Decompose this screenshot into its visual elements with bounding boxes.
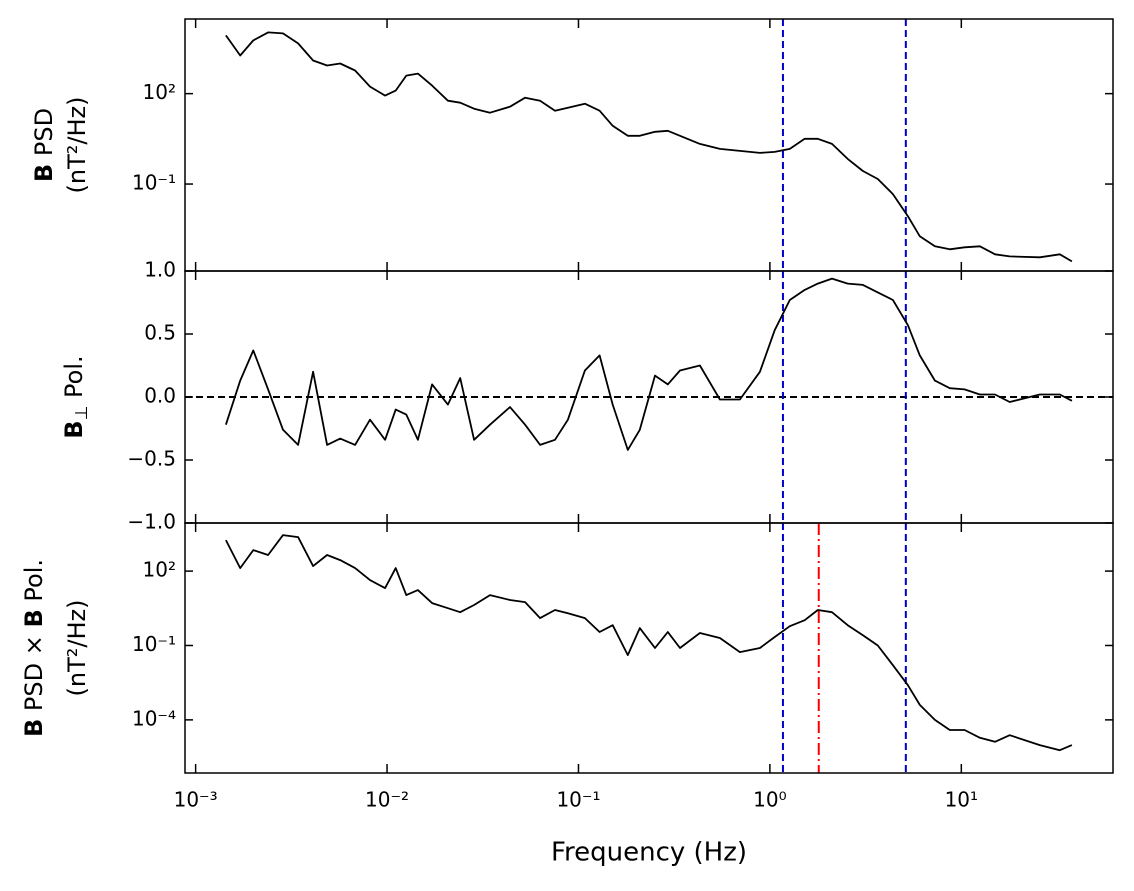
y-tick-label: −1.0 — [127, 510, 176, 534]
x-tick-label: 10⁻¹ — [556, 788, 600, 812]
x-axis-label: Frequency (Hz) — [551, 838, 747, 868]
x-tick-label: 10¹ — [945, 788, 978, 812]
y-tick-label: 10² — [143, 80, 176, 104]
y-axis-label: B PSD × B Pol. — [20, 559, 48, 737]
y-axis-label: B PSD — [30, 108, 58, 182]
y-axis-label: (nT²/Hz) — [63, 599, 91, 696]
x-tick-label: 10⁻² — [365, 788, 409, 812]
data-line — [225, 277, 1073, 451]
y-tick-label: 1.0 — [144, 258, 176, 282]
x-tick-label: 10⁰ — [753, 788, 786, 812]
data-line — [225, 31, 1073, 263]
y-axis-label: B⊥ Pol. — [60, 355, 92, 438]
y-axis-label: (nT²/Hz) — [63, 96, 91, 193]
data-line — [225, 534, 1073, 752]
y-tick-label: 10⁻¹ — [132, 171, 176, 195]
y-tick-label: 10⁻⁴ — [132, 706, 176, 730]
y-tick-label: 0.0 — [144, 384, 176, 408]
y-tick-label: 10² — [143, 558, 176, 582]
y-tick-label: 10⁻¹ — [132, 632, 176, 656]
y-tick-label: 0.5 — [144, 321, 176, 345]
axes-frame — [184, 18, 1114, 272]
axes-frame — [184, 522, 1114, 774]
y-tick-label: −0.5 — [127, 447, 176, 471]
x-tick-label: 10⁻³ — [174, 788, 218, 812]
